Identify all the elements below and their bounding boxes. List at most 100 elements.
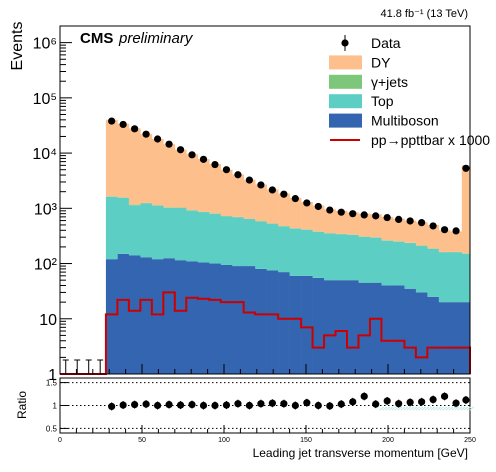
ratio-point: [234, 400, 242, 408]
legend-swatch: [329, 74, 362, 89]
bar-top: [404, 243, 417, 289]
y-tick-label: 10: [39, 312, 57, 329]
data-point: [280, 190, 288, 198]
legend-label: Top: [371, 93, 394, 109]
data-point: [314, 202, 322, 211]
data-point: [188, 151, 196, 159]
data-point: [119, 120, 127, 129]
bar-dy: [117, 123, 130, 198]
ratio-point: [406, 398, 414, 406]
band-hatch: [466, 406, 472, 411]
band-hatch: [409, 406, 415, 411]
band-hatch: [397, 406, 403, 411]
legend: Data DY γ+jets Top Multiboson pp→ppttbar x 10…: [329, 35, 490, 148]
bar-multiboson: [347, 280, 359, 374]
legend-entry: Data: [341, 35, 401, 51]
ratio-point: [131, 400, 139, 409]
bar-top: [347, 234, 359, 281]
data-point: [176, 146, 185, 154]
ratio-point: [349, 398, 357, 406]
band-hatch: [433, 406, 439, 411]
bar-dy: [140, 134, 153, 203]
bar-top: [209, 213, 222, 264]
ratio-x-tick-label: 250: [464, 437, 476, 444]
bar-dy: [197, 159, 210, 212]
ratio-point: [372, 400, 380, 408]
ratio-point: [222, 401, 231, 409]
ratio-x-tick-label: 100: [218, 437, 230, 444]
bar-top: [461, 253, 471, 303]
ratio-point: [153, 401, 162, 410]
bar-dy: [450, 231, 463, 252]
bar-dy: [427, 224, 440, 249]
main-x-ticks: [59, 364, 471, 374]
bar-multiboson: [163, 258, 176, 374]
bar-dy: [392, 218, 405, 242]
bar-top: [255, 221, 267, 269]
bar-dy: [358, 213, 371, 237]
bar-dy: [163, 144, 176, 208]
bar-dy: [151, 138, 164, 206]
y-tick-label: 10⁵: [33, 91, 57, 108]
bar-multiboson: [392, 285, 405, 374]
bar-multiboson: [151, 259, 164, 374]
y-tick-label: 10²: [34, 257, 58, 274]
bar-top: [301, 229, 313, 276]
data-point: [383, 213, 391, 222]
bar-top: [415, 245, 428, 293]
bar-multiboson: [404, 288, 417, 374]
band-hatch: [439, 406, 445, 411]
bar-multiboson: [438, 302, 451, 374]
bar-jets: [128, 204, 141, 206]
ratio-point: [326, 402, 334, 410]
band-hatch: [385, 406, 391, 411]
bar-dy: [335, 210, 348, 234]
bar-multiboson: [197, 262, 210, 374]
bar-top: [128, 205, 141, 256]
ratio-point: [257, 400, 265, 408]
ratio-point: [452, 399, 460, 407]
bar-multiboson: [232, 266, 244, 374]
ratio-points: [108, 392, 470, 411]
bar-multiboson: [427, 296, 440, 374]
bar-top: [266, 223, 279, 271]
bar-dy: [128, 128, 141, 205]
ratio-x-tick-label: 150: [300, 437, 312, 444]
data-points: [62, 117, 470, 374]
bar-top: [220, 216, 233, 265]
data-point: [429, 222, 437, 230]
bar-top: [163, 207, 176, 259]
bar-dy: [369, 214, 382, 238]
bar-multiboson: [358, 282, 371, 374]
ratio-point: [280, 400, 288, 408]
ratio-uncertainty-band: [379, 406, 475, 411]
bar-multiboson: [105, 259, 118, 374]
bar-multiboson: [461, 302, 471, 374]
ratio-point: [211, 401, 219, 410]
x-axis-label: Leading jet transverse momentum [GeV]: [253, 446, 468, 460]
bar-multiboson: [301, 275, 313, 374]
legend-data-marker: [341, 39, 349, 47]
main-plot-frame: [59, 25, 471, 375]
bar-top: [381, 240, 394, 286]
band-hatch: [448, 406, 454, 411]
ratio-y-tick-label: 1: [53, 402, 58, 411]
data-point: [222, 166, 231, 174]
ratio-y-axis-label: Ratio: [15, 391, 29, 419]
band-hatch: [403, 406, 409, 411]
band-hatch: [430, 406, 436, 411]
ratio-point: [462, 396, 470, 404]
bar-top: [117, 197, 130, 254]
data-point: [199, 155, 208, 163]
luminosity-label: 41.8 fb⁻¹ (13 TeV): [380, 8, 468, 20]
bar-top: [186, 210, 199, 262]
legend-entry: Top: [329, 93, 394, 109]
data-point: [349, 210, 357, 218]
legend-entry: DY: [329, 54, 391, 70]
bar-top: [450, 252, 463, 303]
ratio-point: [268, 399, 276, 407]
stacked-histogram: [105, 119, 471, 374]
ratio-point: [360, 392, 368, 400]
bar-top: [427, 248, 440, 297]
bar-top: [232, 217, 244, 267]
